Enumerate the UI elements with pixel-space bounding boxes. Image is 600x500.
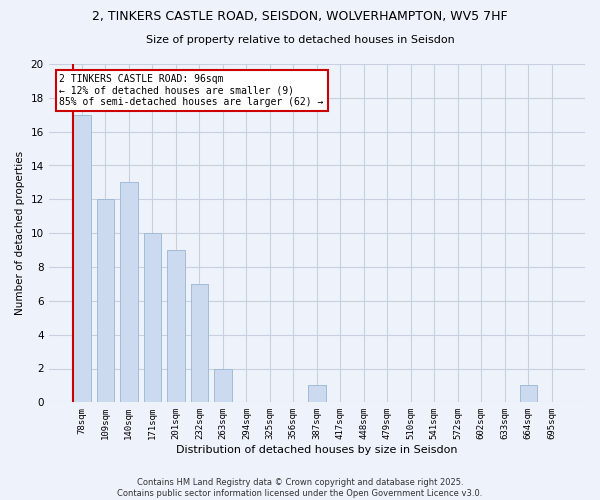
- Text: 2 TINKERS CASTLE ROAD: 96sqm
← 12% of detached houses are smaller (9)
85% of sem: 2 TINKERS CASTLE ROAD: 96sqm ← 12% of de…: [59, 74, 324, 108]
- Text: Size of property relative to detached houses in Seisdon: Size of property relative to detached ho…: [146, 35, 454, 45]
- Bar: [308, 386, 326, 402]
- Bar: [520, 386, 537, 402]
- Bar: [143, 233, 161, 402]
- Bar: [214, 368, 232, 402]
- Bar: [73, 114, 91, 403]
- X-axis label: Distribution of detached houses by size in Seisdon: Distribution of detached houses by size …: [176, 445, 458, 455]
- Text: 2, TINKERS CASTLE ROAD, SEISDON, WOLVERHAMPTON, WV5 7HF: 2, TINKERS CASTLE ROAD, SEISDON, WOLVERH…: [92, 10, 508, 23]
- Bar: [191, 284, 208, 403]
- Bar: [120, 182, 137, 402]
- Bar: [97, 200, 114, 402]
- Y-axis label: Number of detached properties: Number of detached properties: [15, 151, 25, 315]
- Text: Contains HM Land Registry data © Crown copyright and database right 2025.
Contai: Contains HM Land Registry data © Crown c…: [118, 478, 482, 498]
- Bar: [167, 250, 185, 402]
